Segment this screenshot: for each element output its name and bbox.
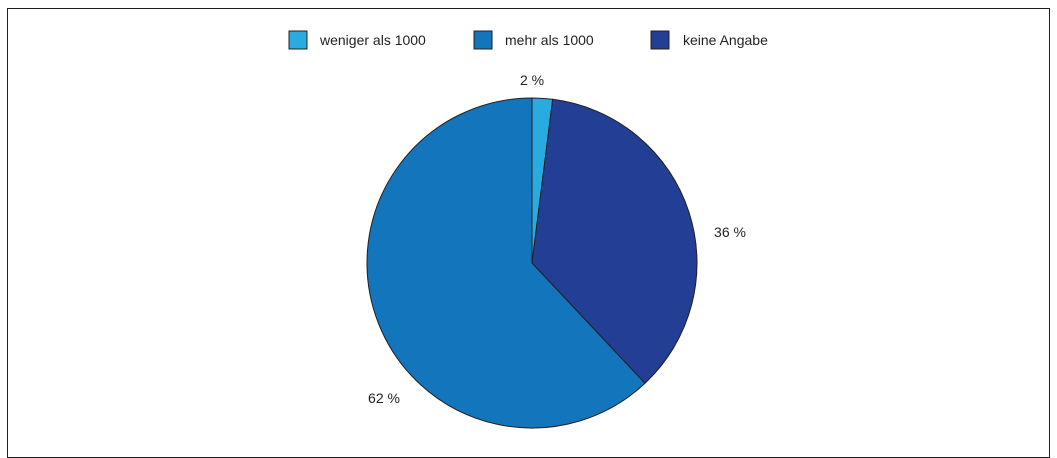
- pie-slice-keine-angabe: [531, 98, 698, 384]
- data-label-weniger-als-1000: 2 %: [520, 72, 544, 88]
- pie-slice-mehr-als-1000: [366, 97, 646, 429]
- legend-swatch-weniger-als-1000: [288, 30, 308, 50]
- legend: weniger als 1000 mehr als 1000 keine Ang…: [288, 30, 768, 50]
- data-label-keine-angabe: 36 %: [714, 224, 746, 240]
- legend-label-weniger-als-1000: weniger als 1000: [319, 32, 426, 48]
- data-label-mehr-als-1000: 62 %: [368, 390, 400, 406]
- legend-swatch-keine-angabe: [650, 30, 670, 50]
- legend-label-keine-angabe: keine Angabe: [683, 32, 768, 48]
- legend-label-mehr-als-1000: mehr als 1000: [505, 32, 594, 48]
- legend-swatch-mehr-als-1000: [473, 30, 493, 50]
- pie-slices: [366, 97, 698, 429]
